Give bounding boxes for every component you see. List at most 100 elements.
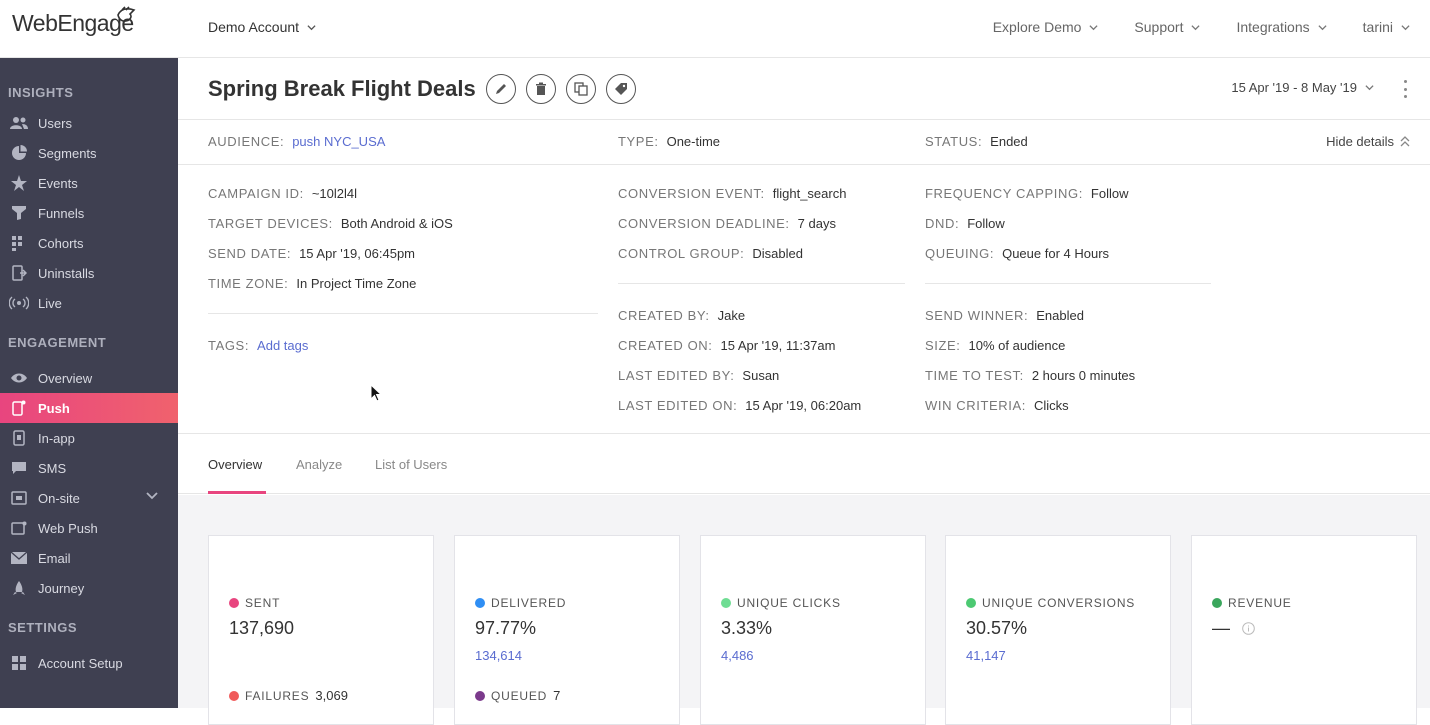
queued-label: QUEUED	[491, 688, 548, 703]
chevron-down-icon	[307, 24, 316, 30]
webengage-logo[interactable]: WebEngage	[12, 6, 136, 37]
audience-link[interactable]: push NYC_USA	[292, 134, 386, 149]
sidebar-label: Uninstalls	[38, 265, 95, 281]
hide-details-button[interactable]: Hide details	[1326, 134, 1410, 149]
status-dot	[475, 598, 485, 608]
sidebar-item-funnels[interactable]: Funnels	[0, 198, 178, 228]
field-value: Follow	[967, 216, 1005, 231]
status-row: STATUS: Ended	[925, 134, 1028, 149]
active-tab-indicator	[208, 491, 266, 494]
created-on-row: CREATED ON: 15 Apr '19, 11:37am	[618, 338, 835, 353]
chevron-down-icon[interactable]	[146, 492, 158, 500]
sidebar-item-push[interactable]: Push	[0, 393, 178, 423]
status-key: STATUS:	[925, 134, 983, 149]
duplicate-button[interactable]	[565, 74, 596, 104]
stat-label-text: REVENUE	[1228, 596, 1292, 610]
stat-count-link[interactable]: 41,147	[966, 648, 1006, 663]
control-group-row: CONTROL GROUP: Disabled	[618, 246, 803, 261]
delete-button[interactable]	[525, 74, 556, 104]
uninstall-icon	[9, 265, 29, 281]
account-switcher[interactable]: Demo Account	[208, 19, 316, 35]
user-name: tarini	[1362, 19, 1393, 35]
divider	[618, 283, 905, 284]
trash-icon	[535, 82, 546, 95]
audience-row: AUDIENCE: push NYC_USA	[208, 134, 385, 149]
pie-icon	[9, 145, 29, 161]
sidebar-item-journey[interactable]: Journey	[0, 573, 178, 603]
tag-button[interactable]	[605, 74, 636, 104]
type-value: One-time	[666, 134, 721, 149]
eye-icon	[9, 370, 29, 386]
field-value: Disabled	[752, 246, 803, 261]
sidebar-label: Email	[38, 550, 71, 566]
stat-card-unique-conversions: UNIQUE CONVERSIONS 30.57% 41,147	[945, 535, 1171, 725]
sidebar-label: Users	[38, 115, 72, 131]
sidebar-item-uninstalls[interactable]: Uninstalls	[0, 258, 178, 288]
field-value: flight_search	[772, 186, 847, 201]
tab-analyze[interactable]: Analyze	[296, 457, 343, 472]
tab-bar: Overview Analyze List of Users	[178, 433, 1430, 494]
stat-card-revenue: REVENUE —	[1191, 535, 1417, 725]
integrations-menu[interactable]: Integrations	[1236, 19, 1327, 35]
tab-list-of-users[interactable]: List of Users	[375, 457, 448, 472]
sidebar-item-users[interactable]: Users	[0, 108, 178, 138]
field-value: Follow	[1090, 186, 1129, 201]
stat-value: —	[1212, 618, 1230, 638]
stat-count-link[interactable]: 4,486	[721, 648, 754, 663]
field-key: DND:	[925, 216, 960, 231]
status-dot	[229, 598, 239, 608]
field-key: LAST EDITED BY:	[618, 368, 735, 383]
field-key: CREATED BY:	[618, 308, 710, 323]
queued-dot	[475, 690, 485, 701]
chevron-down-icon	[1318, 24, 1327, 30]
users-icon	[9, 115, 29, 131]
add-tags-link[interactable]: Add tags	[257, 338, 309, 353]
time-zone-row: TIME ZONE: In Project Time Zone	[208, 276, 416, 291]
sidebar-label: In-app	[38, 430, 75, 446]
live-icon	[9, 295, 29, 311]
support-menu[interactable]: Support	[1134, 19, 1201, 35]
account-name: Demo Account	[208, 19, 300, 35]
sidebar-item-cohorts[interactable]: Cohorts	[0, 228, 178, 258]
sidebar-label: Account Setup	[38, 655, 123, 671]
conversion-deadline-row: CONVERSION DEADLINE: 7 days	[618, 216, 836, 231]
sidebar-label: Segments	[38, 145, 97, 161]
field-key: WIN CRITERIA:	[925, 398, 1026, 413]
chevron-down-icon	[1089, 24, 1098, 30]
size-row: SIZE: 10% of audience	[925, 338, 1065, 353]
top-nav: Explore Demo Support Integrations tarini	[993, 19, 1410, 35]
tab-overview[interactable]: Overview	[208, 457, 263, 472]
explore-demo-menu[interactable]: Explore Demo	[993, 19, 1099, 35]
divider	[178, 119, 1430, 120]
sidebar-item-segments[interactable]: Segments	[0, 138, 178, 168]
grid-icon	[9, 235, 29, 251]
funnel-icon	[9, 205, 29, 221]
sidebar-item-events[interactable]: Events	[0, 168, 178, 198]
sidebar-item-overview[interactable]: Overview	[0, 363, 178, 393]
sms-icon	[9, 460, 29, 476]
user-menu[interactable]: tarini	[1363, 19, 1410, 35]
inapp-icon	[9, 430, 29, 446]
sidebar-item-web-push[interactable]: Web Push	[0, 513, 178, 543]
stat-value-row: —	[1212, 618, 1255, 639]
field-key: CONTROL GROUP:	[618, 246, 745, 261]
date-range-picker[interactable]: 15 Apr '19 - 8 May '19	[1231, 80, 1374, 95]
page-title: Spring Break Flight Deals	[208, 76, 476, 101]
sidebar-item-in-app[interactable]: In-app	[0, 423, 178, 453]
stat-label: DELIVERED	[475, 596, 566, 610]
sidebar-item-email[interactable]: Email	[0, 543, 178, 573]
stat-count-link[interactable]: 134,614	[475, 648, 522, 663]
sidebar-item-account-setup[interactable]: Account Setup	[0, 648, 178, 678]
info-icon[interactable]	[1242, 622, 1255, 635]
field-key: CREATED ON:	[618, 338, 713, 353]
status-value: Ended	[990, 134, 1028, 149]
field-value: 10% of audience	[968, 338, 1066, 353]
type-row: TYPE: One-time	[618, 134, 720, 149]
sidebar-item-sms[interactable]: SMS	[0, 453, 178, 483]
sidebar-item-live[interactable]: Live	[0, 288, 178, 318]
more-options-icon[interactable]	[1402, 80, 1408, 98]
field-key: TIME ZONE:	[208, 276, 289, 291]
sidebar-item-on-site[interactable]: On-site	[0, 483, 178, 513]
field-value: In Project Time Zone	[296, 276, 417, 291]
edit-button[interactable]	[485, 74, 516, 104]
